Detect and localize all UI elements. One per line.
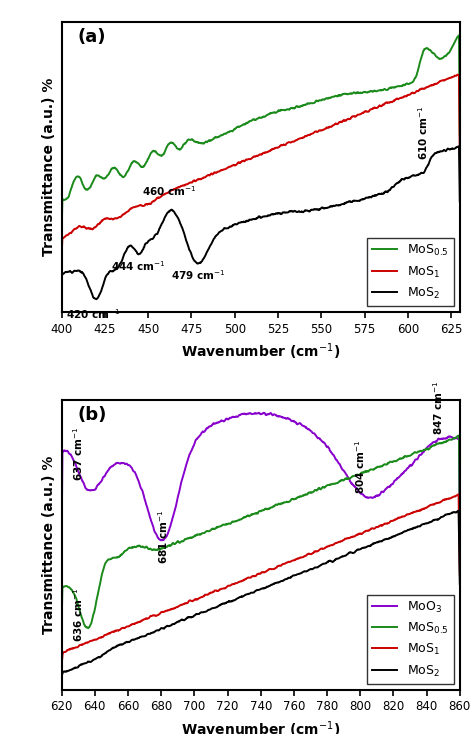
MoS$_{1}$ [455, 70, 461, 79]
MoS$_{2}$ [377, 189, 383, 198]
Legend: MoO$_{3}$, MoS$_{0.5}$, MoS$_{1}$, MoS$_{2}$: MoO$_{3}$, MoS$_{0.5}$, MoS$_{1}$, MoS$_… [367, 595, 454, 683]
Text: 420 cm$^{-1}$: 420 cm$^{-1}$ [65, 307, 120, 321]
MoS$_{1}$ [376, 102, 382, 111]
MoS$_{2}$ [332, 555, 338, 564]
Text: (b): (b) [78, 406, 107, 424]
Text: 444 cm$^{-1}$: 444 cm$^{-1}$ [110, 259, 165, 272]
MoS$_{1}$ [234, 578, 240, 587]
MoS$_{0.5}$ [220, 131, 226, 139]
MoO$_{3}$ [377, 490, 383, 499]
Line: MoS$_{2}$: MoS$_{2}$ [62, 511, 460, 677]
Text: 804 cm$^{-1}$: 804 cm$^{-1}$ [353, 440, 367, 494]
MoO$_{3}$ [220, 416, 226, 425]
MoO$_{3}$ [370, 493, 375, 502]
Text: 847 cm$^{-1}$: 847 cm$^{-1}$ [431, 380, 445, 435]
Text: 479 cm$^{-1}$: 479 cm$^{-1}$ [171, 268, 226, 282]
Line: MoS$_{2}$: MoS$_{2}$ [62, 146, 460, 299]
MoS$_{0.5}$ [457, 130, 463, 139]
MoS$_{0.5}$ [235, 516, 240, 525]
MoS$_{2}$ [220, 225, 226, 234]
MoO$_{3}$ [457, 531, 463, 540]
MoS$_{0.5}$ [100, 173, 105, 182]
X-axis label: Wavenumber (cm$^{-1}$): Wavenumber (cm$^{-1}$) [181, 341, 340, 362]
MoS$_{2}$ [220, 600, 226, 608]
Text: 637 cm$^{-1}$: 637 cm$^{-1}$ [71, 426, 85, 481]
MoS$_{1}$ [100, 217, 105, 225]
MoO$_{3}$ [59, 539, 64, 548]
MoS$_{2}$ [456, 506, 461, 515]
MoS$_{1}$ [457, 570, 463, 579]
MoS$_{0.5}$ [376, 86, 382, 95]
MoS$_{1}$ [59, 661, 64, 669]
MoS$_{1}$ [234, 159, 240, 168]
MoS$_{0.5}$ [59, 620, 64, 629]
Text: (a): (a) [78, 29, 106, 46]
Text: 636 cm$^{-1}$: 636 cm$^{-1}$ [71, 587, 85, 642]
MoS$_{2}$ [100, 650, 105, 659]
Text: 681 cm$^{-1}$: 681 cm$^{-1}$ [156, 509, 170, 564]
MoS$_{2}$ [333, 201, 338, 210]
MoS$_{2}$ [59, 672, 64, 681]
MoS$_{0.5}$ [456, 431, 462, 440]
MoS$_{1}$ [220, 166, 226, 175]
X-axis label: Wavenumber (cm$^{-1}$): Wavenumber (cm$^{-1}$) [181, 719, 340, 734]
MoS$_{2}$ [457, 197, 463, 206]
MoS$_{2}$ [234, 595, 240, 603]
Line: MoS$_{1}$: MoS$_{1}$ [62, 75, 460, 256]
MoS$_{2}$ [93, 295, 99, 304]
MoS$_{1}$ [220, 584, 226, 593]
MoS$_{0.5}$ [370, 465, 375, 474]
Legend: MoS$_{0.5}$, MoS$_{1}$, MoS$_{2}$: MoS$_{0.5}$, MoS$_{1}$, MoS$_{2}$ [367, 239, 454, 306]
MoS$_{1}$ [369, 105, 375, 114]
MoS$_{0.5}$ [457, 529, 463, 538]
MoS$_{1}$ [332, 120, 338, 128]
MoS$_{1}$ [457, 154, 463, 163]
MoS$_{1}$ [369, 524, 375, 533]
MoS$_{0.5}$ [100, 568, 106, 577]
MoS$_{2}$ [59, 273, 64, 282]
Text: 460 cm$^{-1}$: 460 cm$^{-1}$ [142, 184, 196, 198]
MoS$_{0.5}$ [333, 479, 338, 488]
MoO$_{3}$ [234, 413, 240, 421]
Line: MoO$_{3}$: MoO$_{3}$ [62, 413, 460, 544]
MoS$_{0.5}$ [456, 31, 462, 40]
MoS$_{2}$ [369, 540, 375, 549]
MoO$_{3}$ [256, 408, 262, 417]
MoS$_{1}$ [100, 633, 105, 642]
MoS$_{2}$ [456, 142, 462, 150]
MoS$_{2}$ [376, 537, 382, 546]
MoS$_{1}$ [332, 539, 338, 548]
MoS$_{0.5}$ [85, 624, 91, 633]
MoS$_{0.5}$ [369, 87, 375, 95]
MoS$_{0.5}$ [332, 92, 338, 101]
Text: 610 cm$^{-1}$: 610 cm$^{-1}$ [417, 106, 430, 160]
MoO$_{3}$ [100, 475, 105, 484]
MoS$_{0.5}$ [220, 520, 226, 529]
MoS$_{2}$ [370, 192, 375, 201]
Y-axis label: Transmittance (a.u.) %: Transmittance (a.u.) % [42, 456, 56, 634]
Y-axis label: Transmittance (a.u.) %: Transmittance (a.u.) % [42, 78, 56, 256]
Line: MoS$_{0.5}$: MoS$_{0.5}$ [62, 35, 460, 233]
MoS$_{2}$ [457, 580, 463, 589]
MoS$_{1}$ [376, 522, 382, 531]
MoS$_{1}$ [456, 490, 461, 499]
MoO$_{3}$ [333, 454, 338, 463]
Line: MoS$_{1}$: MoS$_{1}$ [62, 495, 460, 665]
MoS$_{2}$ [235, 219, 240, 228]
MoS$_{1}$ [59, 252, 64, 261]
MoS$_{0.5}$ [59, 228, 64, 237]
MoS$_{2}$ [100, 282, 106, 291]
MoS$_{0.5}$ [377, 462, 383, 471]
MoS$_{0.5}$ [234, 123, 240, 131]
Line: MoS$_{0.5}$: MoS$_{0.5}$ [62, 435, 460, 628]
